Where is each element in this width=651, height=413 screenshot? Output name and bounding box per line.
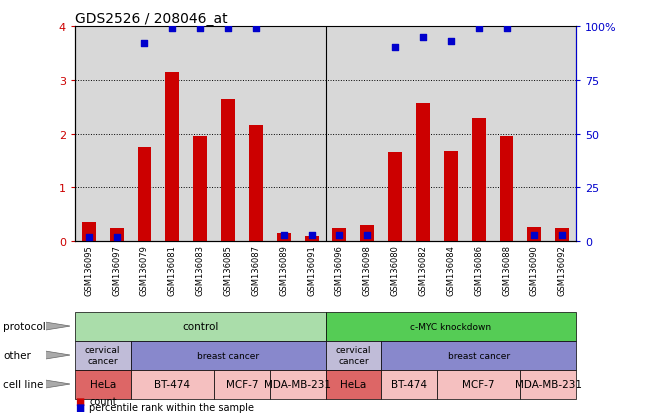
Point bbox=[529, 232, 540, 238]
Point bbox=[334, 232, 344, 238]
Point bbox=[279, 232, 289, 238]
Bar bbox=[221, 99, 235, 242]
Bar bbox=[137, 147, 152, 242]
Text: HeLa: HeLa bbox=[90, 379, 116, 389]
Text: BT-474: BT-474 bbox=[154, 379, 190, 389]
Polygon shape bbox=[46, 351, 70, 359]
Text: GDS2526 / 208046_at: GDS2526 / 208046_at bbox=[75, 12, 227, 26]
Text: ■: ■ bbox=[75, 396, 84, 406]
Polygon shape bbox=[46, 322, 70, 330]
Point bbox=[195, 26, 206, 32]
Point bbox=[473, 26, 484, 32]
Text: cervical
cancer: cervical cancer bbox=[336, 346, 371, 365]
Text: ■: ■ bbox=[75, 402, 84, 412]
Text: BT-474: BT-474 bbox=[391, 379, 427, 389]
Bar bbox=[277, 234, 291, 242]
Bar bbox=[109, 228, 124, 242]
Text: protocol: protocol bbox=[3, 321, 46, 331]
Text: breast cancer: breast cancer bbox=[448, 351, 510, 360]
Point bbox=[418, 34, 428, 41]
Text: MCF-7: MCF-7 bbox=[462, 379, 495, 389]
Bar bbox=[499, 137, 514, 242]
Text: other: other bbox=[3, 350, 31, 360]
Text: MCF-7: MCF-7 bbox=[226, 379, 258, 389]
Text: cell line: cell line bbox=[3, 379, 44, 389]
Point bbox=[557, 232, 568, 238]
Bar bbox=[193, 137, 207, 242]
Point bbox=[139, 41, 150, 47]
Text: breast cancer: breast cancer bbox=[197, 351, 259, 360]
Bar bbox=[444, 152, 458, 242]
Text: cervical
cancer: cervical cancer bbox=[85, 346, 120, 365]
Polygon shape bbox=[46, 380, 70, 388]
Point bbox=[390, 45, 400, 52]
Bar bbox=[388, 153, 402, 242]
Bar bbox=[333, 228, 346, 242]
Point bbox=[501, 26, 512, 32]
Bar bbox=[472, 119, 486, 242]
Bar bbox=[416, 104, 430, 242]
Point bbox=[251, 26, 261, 32]
Point bbox=[307, 232, 317, 238]
Bar bbox=[82, 223, 96, 242]
Bar bbox=[360, 225, 374, 242]
Text: c-MYC knockdown: c-MYC knockdown bbox=[410, 322, 492, 331]
Point bbox=[167, 26, 178, 32]
Text: MDA-MB-231: MDA-MB-231 bbox=[515, 379, 582, 389]
Text: HeLa: HeLa bbox=[340, 379, 367, 389]
Bar bbox=[527, 227, 542, 242]
Text: MDA-MB-231: MDA-MB-231 bbox=[264, 379, 331, 389]
Bar bbox=[555, 228, 569, 242]
Bar bbox=[305, 236, 318, 242]
Point bbox=[362, 232, 372, 238]
Text: percentile rank within the sample: percentile rank within the sample bbox=[89, 402, 254, 412]
Point bbox=[445, 38, 456, 45]
Point bbox=[83, 234, 94, 241]
Text: control: control bbox=[182, 321, 218, 331]
Text: count: count bbox=[89, 396, 117, 406]
Point bbox=[223, 26, 233, 32]
Point bbox=[111, 234, 122, 241]
Bar bbox=[249, 126, 263, 242]
Bar bbox=[165, 73, 179, 242]
